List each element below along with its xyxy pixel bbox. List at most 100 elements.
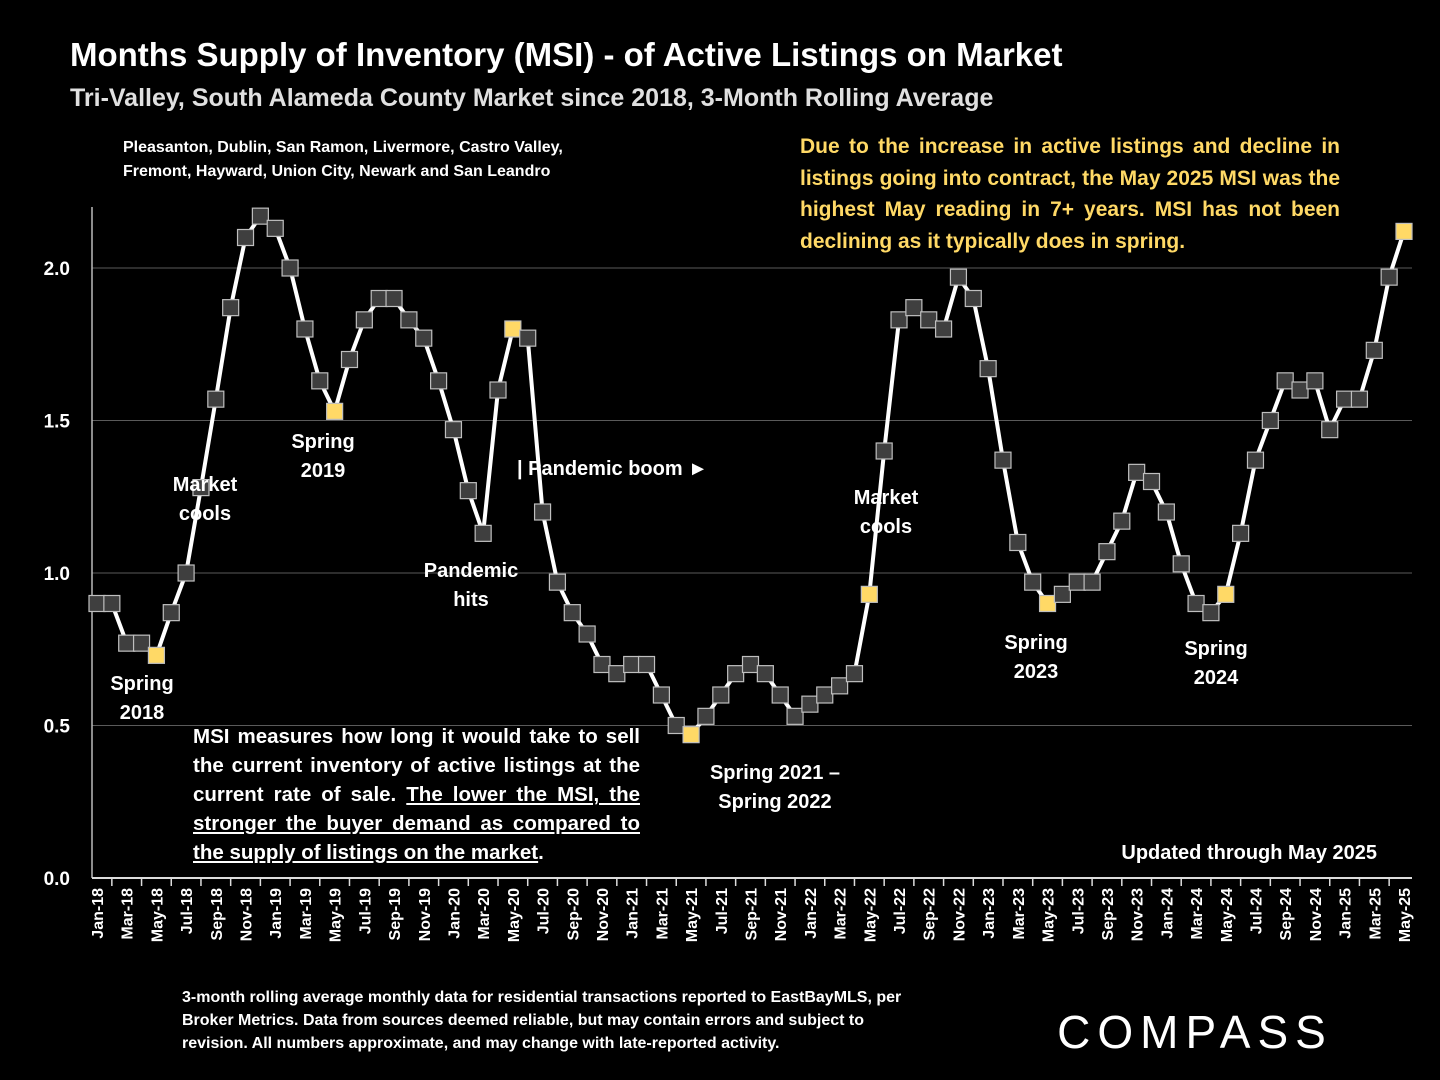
definition-underlined: The lower the MSI, the stronger the buye… xyxy=(193,783,640,864)
point xyxy=(266,219,284,237)
point xyxy=(845,665,864,683)
annotation: hits xyxy=(453,589,489,611)
point xyxy=(1068,573,1086,591)
point xyxy=(1321,421,1339,439)
point xyxy=(637,655,656,674)
x-tick-label: May-25 xyxy=(1397,888,1414,942)
annotation: Market xyxy=(854,487,919,509)
point xyxy=(222,299,240,317)
point xyxy=(162,604,180,622)
point xyxy=(489,381,507,399)
y-tick-label: 0.5 xyxy=(44,717,71,738)
point xyxy=(905,299,923,317)
point xyxy=(1187,594,1205,613)
x-tick-label: Mar-24 xyxy=(1189,888,1206,940)
point xyxy=(1276,372,1294,390)
x-tick-label: Sep-23 xyxy=(1100,888,1117,941)
x-tick-label: May-21 xyxy=(684,888,701,942)
x-tick-label: Jan-20 xyxy=(446,888,463,939)
x-tick-label: May-24 xyxy=(1219,888,1236,942)
definition: MSI measures how long it would take to s… xyxy=(193,722,640,867)
point xyxy=(771,686,789,704)
point xyxy=(251,207,269,225)
point xyxy=(311,372,329,390)
point xyxy=(1306,372,1324,390)
point xyxy=(296,320,314,338)
annotation: 2024 xyxy=(1194,667,1239,689)
point xyxy=(1365,341,1383,359)
point xyxy=(474,524,492,542)
point xyxy=(1038,594,1057,613)
point xyxy=(1172,555,1190,573)
point xyxy=(697,707,715,725)
annotation: Market xyxy=(173,474,238,496)
annotation: cools xyxy=(179,503,231,525)
x-tick-label: Jan-19 xyxy=(268,888,285,939)
x-tick-label: Sep-19 xyxy=(387,888,404,941)
point xyxy=(890,311,908,329)
point xyxy=(623,655,641,674)
x-tick-label: Sep-18 xyxy=(209,888,226,941)
x-tick-label: May-19 xyxy=(328,888,345,942)
point xyxy=(920,311,938,329)
point xyxy=(1350,390,1369,408)
logo: COMPASS xyxy=(1057,1006,1333,1058)
callout: Due to the increase in active listings a… xyxy=(800,135,1340,253)
x-tick-label: Mar-19 xyxy=(298,888,315,940)
annotation: Spring xyxy=(1184,638,1247,660)
point xyxy=(177,564,195,582)
point xyxy=(1142,472,1161,491)
point xyxy=(1083,573,1101,591)
annotation: | Pandemic boom ► xyxy=(517,458,708,480)
y-tick-label: 1.0 xyxy=(44,564,70,585)
point xyxy=(801,695,819,713)
point xyxy=(147,646,166,664)
point xyxy=(816,686,834,704)
point xyxy=(340,350,359,369)
point xyxy=(1261,411,1279,430)
point xyxy=(1291,381,1309,399)
plot: 0.0 0.5 1.0 1.5 2.0 Jan-18 Mar-18 May-18 Jul-18 S… xyxy=(44,207,1414,942)
point xyxy=(563,604,581,622)
point xyxy=(459,482,477,500)
x-tick-label: Jul-21 xyxy=(714,888,731,934)
point xyxy=(1335,390,1354,408)
x-tick-label: Jul-19 xyxy=(357,888,374,934)
point xyxy=(1395,222,1413,240)
point xyxy=(236,228,255,247)
annotation: Pandemic xyxy=(424,560,518,582)
y-tick-label: 0.0 xyxy=(44,869,70,890)
annotation: 2018 xyxy=(120,702,165,724)
point xyxy=(132,634,151,652)
x-tick-label: Jul-24 xyxy=(1248,888,1265,934)
point xyxy=(385,289,403,308)
point xyxy=(504,320,522,338)
annotation: Spring xyxy=(291,431,354,453)
chart-subtitle: Tri-Valley, South Alameda County Market … xyxy=(70,84,993,112)
updated-note: Updated through May 2025 xyxy=(1121,842,1377,864)
point xyxy=(355,311,373,329)
point xyxy=(207,390,225,408)
annotation: 2023 xyxy=(1014,661,1059,683)
x-tick-label: Mar-23 xyxy=(1011,888,1028,940)
x-tick-label: Mar-22 xyxy=(833,888,850,940)
x-tick-label: May-20 xyxy=(506,888,523,942)
point xyxy=(118,634,136,652)
x-tick-label: Nov-24 xyxy=(1308,888,1325,941)
annotations: Spring 2018 Market cools Spring 2019 Pan… xyxy=(110,431,1247,813)
annotation: 2019 xyxy=(301,460,346,482)
point xyxy=(741,655,760,674)
x-tick-label: Jul-23 xyxy=(1070,888,1087,934)
x-tick-label: Jan-24 xyxy=(1159,888,1176,939)
x-tick-label: Nov-23 xyxy=(1130,888,1147,941)
point xyxy=(1024,573,1042,591)
point xyxy=(444,421,463,439)
point xyxy=(979,360,997,378)
chart-title: Months Supply of Inventory (MSI) - of Ac… xyxy=(70,36,1062,73)
point xyxy=(1128,463,1146,481)
x-tick-label: Jul-20 xyxy=(536,888,553,934)
point xyxy=(548,573,567,591)
x-tick-label: Mar-20 xyxy=(476,888,493,940)
point xyxy=(400,311,418,329)
